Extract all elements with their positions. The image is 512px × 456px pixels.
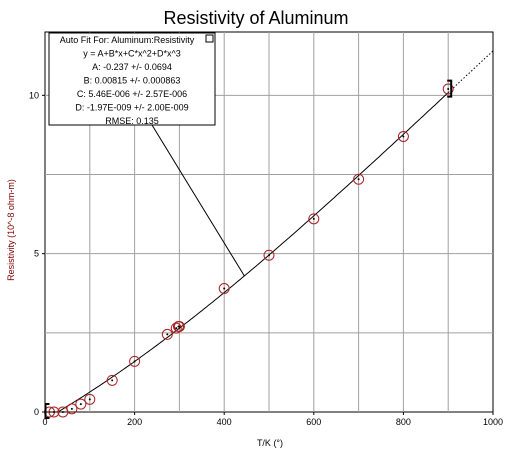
- data-point: [66, 403, 78, 415]
- data-point-dot: [79, 403, 82, 406]
- data-point-dot: [447, 88, 450, 90]
- annotation-close-icon[interactable]: [205, 34, 214, 43]
- data-point-dot: [175, 327, 178, 330]
- data-point-ring: [66, 403, 78, 415]
- data-point: [308, 213, 320, 225]
- data-point: [218, 283, 230, 294]
- data-point: [263, 249, 275, 261]
- data-point-dot: [111, 379, 114, 382]
- data-point-dot: [357, 178, 360, 181]
- data-point: [397, 131, 409, 142]
- data-point: [442, 83, 454, 95]
- x-tick-label: 800: [396, 417, 411, 427]
- data-point-ring: [308, 213, 320, 225]
- fit-curve-group: [45, 50, 494, 413]
- data-point-dot: [88, 398, 91, 401]
- data-point: [353, 173, 365, 185]
- data-point-dot: [178, 325, 181, 328]
- data-point-ring: [442, 83, 454, 95]
- fit-param-c: C: 5.46E-006 +/- 2.57E-006: [77, 89, 187, 99]
- x-tick-label: 200: [127, 417, 142, 427]
- fit-annotation-frame: [48, 32, 216, 126]
- y-tick-label: 10: [29, 90, 39, 100]
- data-point-dot: [312, 217, 315, 220]
- fit-rmse: RMSE: 0.135: [105, 116, 159, 126]
- data-point-ring: [397, 131, 409, 142]
- chart-title: Resistivity of Aluminum: [163, 8, 348, 28]
- x-axis-label: T/K (°): [257, 438, 283, 448]
- data-point-dot: [268, 254, 270, 257]
- data-point-dot: [70, 407, 73, 410]
- data-point: [48, 406, 60, 418]
- data-point-dot: [52, 411, 55, 413]
- axis-ticks: 0 200 400 600 800 1000 0 5 10: [29, 90, 503, 427]
- data-point: [173, 321, 185, 332]
- data-point: [75, 398, 87, 410]
- fit-range-brackets[interactable]: [44, 79, 453, 419]
- data-point-dot: [166, 333, 169, 336]
- fit-param-a: A: -0.237 +/- 0.0694: [92, 62, 172, 72]
- data-point-ring: [218, 283, 230, 294]
- y-tick-label: 0: [34, 407, 39, 417]
- fit-curve-line: [45, 92, 449, 413]
- data-point-ring: [48, 406, 60, 418]
- data-point-ring: [75, 398, 87, 410]
- fit-header: Auto Fit For: Aluminum:Resistivity: [60, 35, 195, 45]
- fit-param-b: B: 0.00815 +/- 0.000863: [84, 76, 181, 86]
- data-point-dot: [402, 135, 405, 138]
- x-tick-label: 600: [306, 417, 321, 427]
- data-point-dot: [133, 360, 136, 363]
- data-point-ring: [84, 393, 96, 405]
- data-point-ring: [161, 328, 173, 340]
- x-tick-label: 400: [217, 417, 232, 427]
- data-point-ring: [173, 321, 185, 332]
- y-tick-label: 5: [34, 249, 39, 259]
- x-tick-label: 1000: [483, 417, 503, 427]
- data-point-ring: [353, 173, 365, 185]
- fit-annotation-box[interactable]: Auto Fit For: Aluminum:Resistivity y = A…: [48, 32, 216, 126]
- fit-range-start-bracket: [44, 403, 50, 419]
- data-point: [84, 393, 96, 405]
- y-axis-label: Resistivity (10^-8 ohm-m): [6, 179, 16, 281]
- annotation-leader-line: [151, 124, 245, 277]
- data-point: [161, 328, 173, 340]
- x-tick-label: 0: [42, 417, 47, 427]
- data-point-dot: [61, 411, 64, 413]
- fit-equation: y = A+B*x+C*x^2+D*x^3: [83, 49, 181, 59]
- data-point-ring: [106, 374, 118, 386]
- fit-range-end-bracket: [447, 79, 453, 98]
- data-point-dot: [223, 287, 226, 290]
- data-point: [129, 355, 141, 367]
- data-point-ring: [129, 355, 141, 367]
- data-point: [106, 374, 118, 386]
- fit-param-d: D: -1.97E-009 +/- 2.00E-009: [75, 103, 188, 113]
- data-point-ring: [263, 249, 275, 261]
